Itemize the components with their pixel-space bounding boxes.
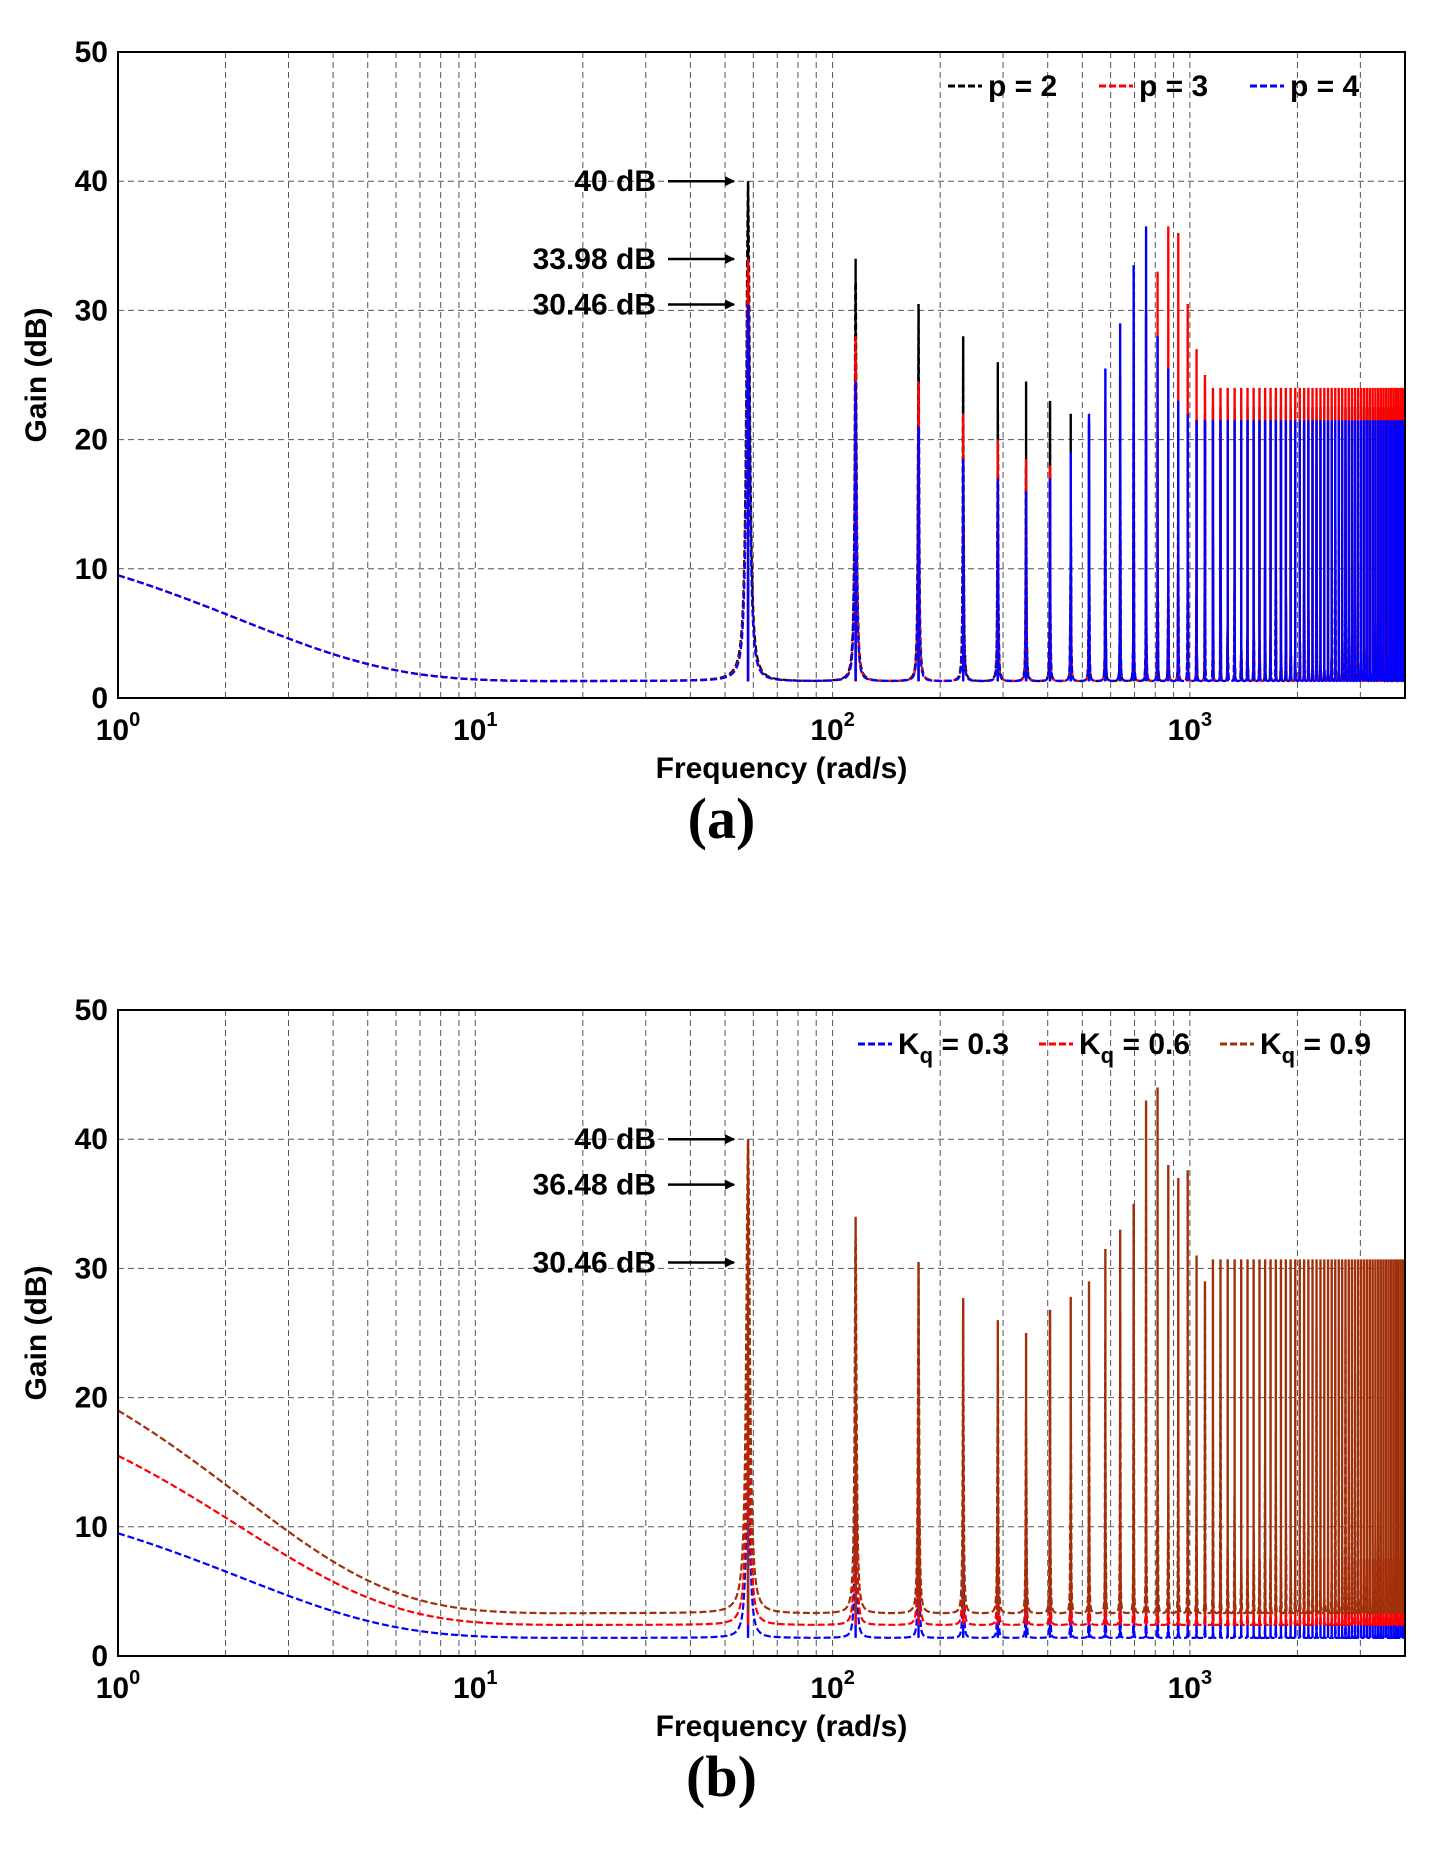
plot-frame bbox=[117, 51, 1406, 699]
annotation-label: 30.46 dB bbox=[533, 1246, 656, 1279]
y-tick-label: 40 bbox=[75, 1123, 108, 1156]
x-tick-label: 101 bbox=[453, 1667, 498, 1705]
y-tick-label: 20 bbox=[75, 424, 108, 457]
x-tick-label: 103 bbox=[1168, 1667, 1213, 1705]
peak-annotations: 40 dB 33.98 dB 30.46 dB bbox=[533, 165, 736, 321]
panel-label: (b) bbox=[686, 1744, 757, 1809]
series-curves bbox=[117, 181, 1406, 683]
peak-annotations: 40 dB 36.48 dB 30.46 dB bbox=[533, 1123, 736, 1279]
legend-label: Kq = 0.6 bbox=[1079, 1028, 1190, 1068]
legend-label: Kq = 0.9 bbox=[1260, 1028, 1371, 1068]
y-tick-label: 0 bbox=[91, 1640, 108, 1673]
legend: p = 2 p = 3 p = 4 bbox=[948, 70, 1360, 103]
legend-label: p = 3 bbox=[1139, 70, 1208, 103]
chart-panel-a: 0 10 20 30 40 50 100 101 102 103 Gain (dB) Frequ… bbox=[20, 36, 1406, 851]
y-tick-label: 10 bbox=[75, 553, 108, 586]
x-tick-labels: 100 101 102 103 bbox=[96, 709, 1212, 747]
y-tick-label: 30 bbox=[75, 294, 108, 327]
y-tick-label: 40 bbox=[75, 165, 108, 198]
y-tick-labels: 0 10 20 30 40 50 bbox=[75, 994, 108, 1673]
series-line bbox=[117, 1139, 1406, 1615]
y-tick-label: 30 bbox=[75, 1252, 108, 1285]
x-tick-label: 101 bbox=[453, 709, 498, 747]
y-tick-label: 10 bbox=[75, 1511, 108, 1544]
y-tick-labels: 0 10 20 30 40 50 bbox=[75, 36, 108, 715]
plot-frame bbox=[117, 1009, 1406, 1657]
annotation-label: 36.48 dB bbox=[533, 1169, 656, 1202]
series-curves bbox=[117, 1087, 1406, 1640]
series-line bbox=[117, 265, 1406, 683]
annotation-label: 40 dB bbox=[574, 1123, 656, 1156]
y-tick-label: 50 bbox=[75, 36, 108, 69]
chart-panel-b: 0 10 20 30 40 50 100 101 102 103 Gain (dB) Frequ… bbox=[20, 994, 1406, 1809]
grid-lines bbox=[118, 52, 1405, 698]
annotation-label: 33.98 dB bbox=[533, 243, 656, 276]
y-tick-label: 20 bbox=[75, 1382, 108, 1415]
x-tick-labels: 100 101 102 103 bbox=[96, 1667, 1212, 1705]
series-line bbox=[117, 1358, 1405, 1627]
x-tick-label: 103 bbox=[1168, 709, 1213, 747]
annotation-label: 40 dB bbox=[574, 165, 656, 198]
legend-label: p = 2 bbox=[988, 70, 1057, 103]
y-tick-label: 50 bbox=[75, 994, 108, 1027]
x-tick-label: 102 bbox=[810, 1667, 855, 1705]
legend: Kq = 0.3 Kq = 0.6 Kq = 0.9 bbox=[858, 1028, 1371, 1068]
panel-label: (a) bbox=[688, 786, 756, 851]
x-tick-label: 100 bbox=[96, 709, 141, 747]
x-axis-label: Frequency (rad/s) bbox=[656, 752, 908, 785]
legend-label: p = 4 bbox=[1290, 70, 1360, 103]
annotation-label: 30.46 dB bbox=[533, 288, 656, 321]
x-tick-label: 102 bbox=[810, 709, 855, 747]
y-tick-label: 0 bbox=[91, 682, 108, 715]
legend-label: Kq = 0.3 bbox=[898, 1028, 1009, 1068]
y-axis-label: Gain (dB) bbox=[20, 1266, 53, 1401]
x-tick-label: 100 bbox=[96, 1667, 141, 1705]
y-axis-label: Gain (dB) bbox=[20, 308, 53, 443]
x-axis-label: Frequency (rad/s) bbox=[656, 1710, 908, 1743]
